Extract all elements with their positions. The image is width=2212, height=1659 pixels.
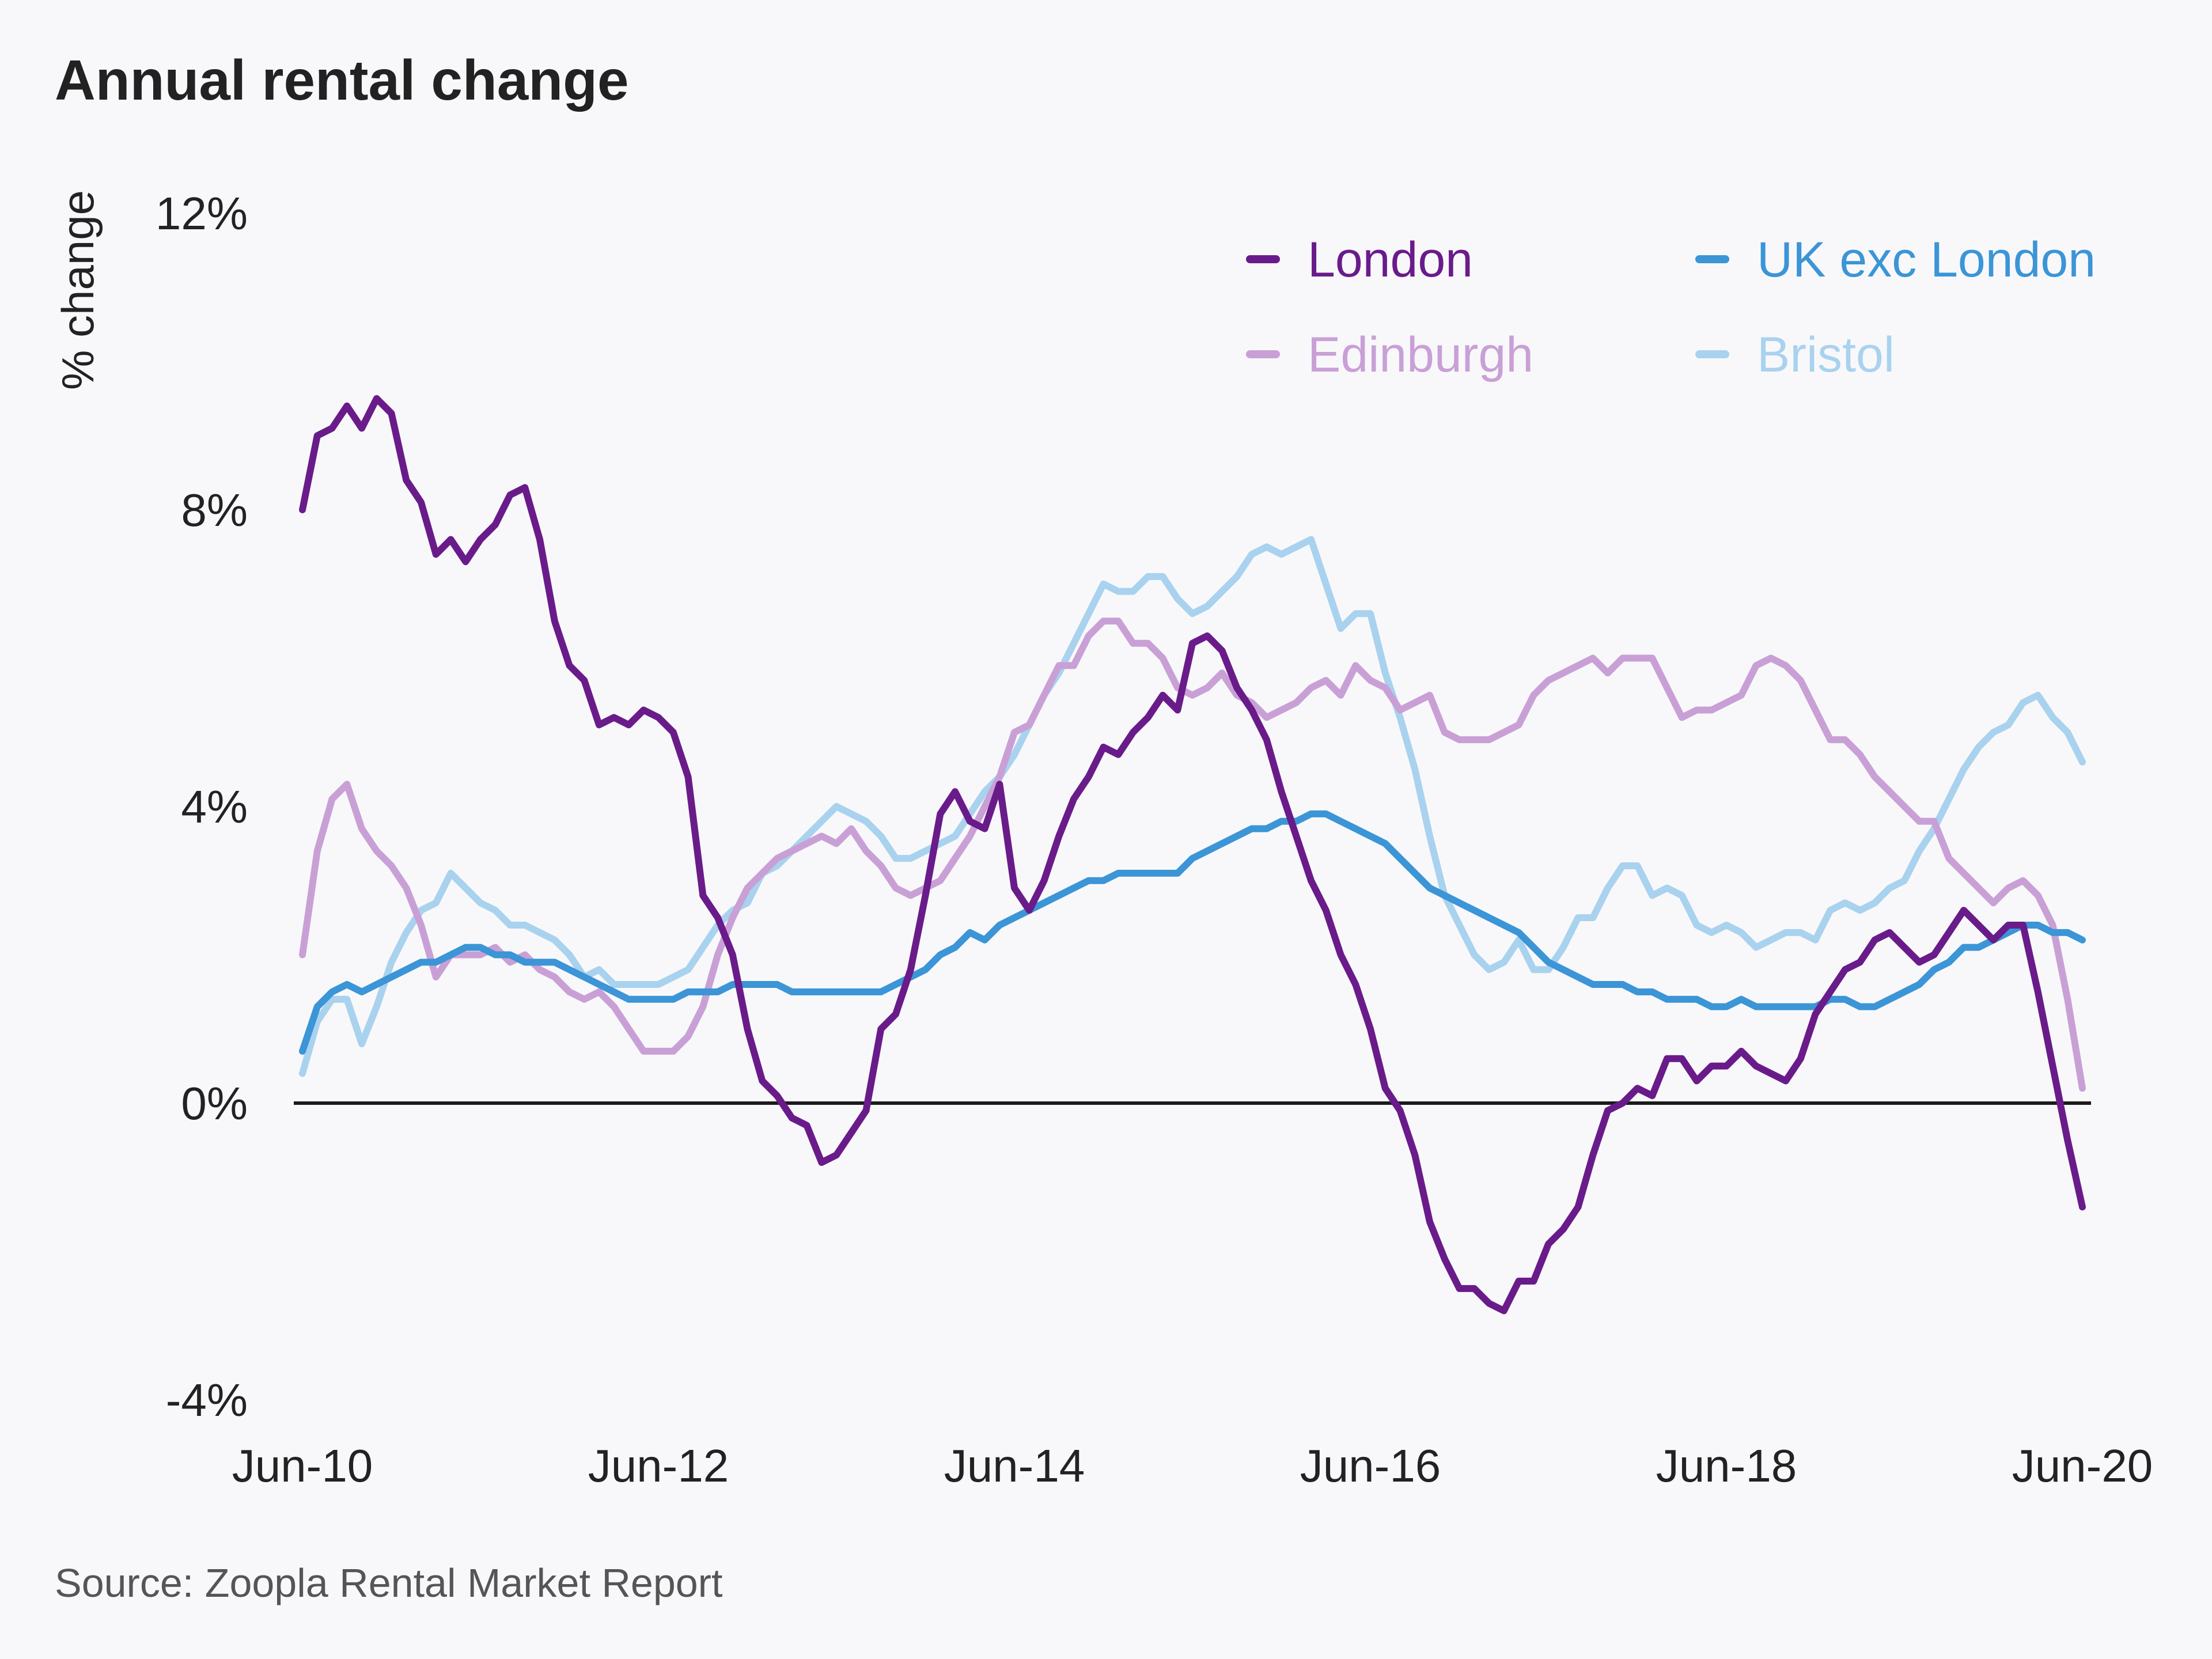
y-tick-label: -4% bbox=[166, 1374, 248, 1426]
y-tick-labels: 12% 8% 4% 0% -4% bbox=[156, 188, 248, 1426]
series-line-london bbox=[299, 395, 2086, 1315]
series-line-edinburgh bbox=[299, 618, 2086, 1092]
legend-label: Edinburgh bbox=[1308, 327, 1533, 382]
y-axis-label: % change bbox=[52, 190, 103, 390]
x-tick-label: Jun-14 bbox=[944, 1440, 1085, 1491]
legend-label: UK exc London bbox=[1757, 232, 2096, 287]
x-tick-labels: Jun-10 Jun-12 Jun-14 Jun-16 Jun-18 Jun-20 bbox=[232, 1440, 2153, 1491]
legend-item-bristol: Bristol bbox=[1695, 327, 1895, 382]
x-tick-label: Jun-12 bbox=[588, 1440, 729, 1491]
legend-item-uk-exc-london: UK exc London bbox=[1695, 232, 2096, 287]
x-tick-label: Jun-10 bbox=[232, 1440, 373, 1491]
y-tick-label: 0% bbox=[181, 1078, 248, 1129]
x-tick-label: Jun-16 bbox=[1300, 1440, 1441, 1491]
series-line-bristol bbox=[299, 536, 2086, 1077]
series-lines bbox=[299, 395, 2086, 1315]
y-tick-label: 8% bbox=[181, 484, 248, 536]
legend-label: London bbox=[1308, 232, 1473, 287]
legend-label: Bristol bbox=[1757, 327, 1895, 382]
source-note: Source: Zoopla Rental Market Report bbox=[55, 1560, 722, 1605]
x-tick-label: Jun-20 bbox=[2012, 1440, 2153, 1491]
legend-item-london: London bbox=[1246, 232, 1473, 287]
x-tick-label: Jun-18 bbox=[1656, 1440, 1797, 1491]
series-line-uk-exc-london bbox=[299, 810, 2086, 1055]
legend: London UK exc London Edinburgh Bristol bbox=[1246, 232, 2096, 382]
chart-title: Annual rental change bbox=[55, 48, 629, 112]
y-tick-label: 12% bbox=[156, 188, 248, 239]
legend-item-edinburgh: Edinburgh bbox=[1246, 327, 1533, 382]
y-tick-label: 4% bbox=[181, 781, 248, 832]
